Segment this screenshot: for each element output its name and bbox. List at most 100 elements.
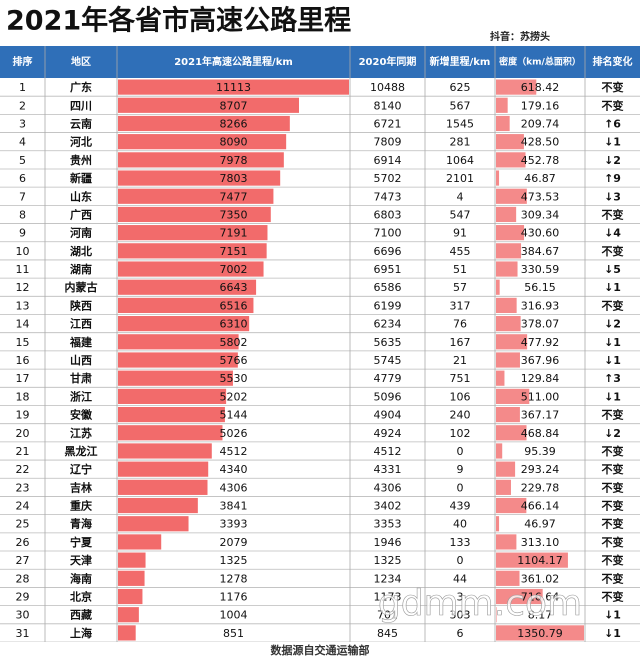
cell: 1064 <box>446 154 474 167</box>
cell: 湖北 <box>70 244 92 258</box>
bar <box>118 261 264 277</box>
cell: 133 <box>450 536 471 549</box>
cell: 不变 <box>602 571 624 585</box>
cell: 6 <box>19 172 26 185</box>
density-bar <box>496 588 543 605</box>
cell: 547 <box>450 208 471 221</box>
cell: ↑3 <box>604 372 621 385</box>
cell: 4924 <box>374 427 402 440</box>
cell: 24 <box>16 500 30 513</box>
cell: ↓1 <box>604 136 621 149</box>
cell: 455 <box>450 245 471 258</box>
header-row <box>0 46 640 78</box>
cell: ↓2 <box>604 154 621 167</box>
cell: 5745 <box>374 354 402 367</box>
density-bar <box>496 352 520 368</box>
cell: 甘肃 <box>70 371 92 385</box>
cell: 40 <box>453 518 467 531</box>
cell: 466.14 <box>521 500 560 513</box>
cell: 7100 <box>374 227 402 240</box>
bar <box>118 552 146 568</box>
cell: 845 <box>377 627 398 640</box>
cell: 不变 <box>602 480 624 494</box>
cell: 625 <box>450 81 471 94</box>
column-header: 排序 <box>13 55 33 68</box>
density-bar <box>496 152 526 168</box>
cell: 1004 <box>220 609 248 622</box>
cell: 7803 <box>220 172 248 185</box>
cell: 不变 <box>602 408 624 422</box>
cell: 31 <box>16 627 30 640</box>
cell: 5766 <box>220 354 248 367</box>
cell: 安徽 <box>70 408 93 422</box>
density-bar <box>496 479 511 495</box>
cell: 6951 <box>374 263 402 276</box>
cell: 8.17 <box>528 609 553 622</box>
cell: 不变 <box>602 244 624 258</box>
cell: 10488 <box>370 81 405 94</box>
cell: 青海 <box>70 517 92 531</box>
bar <box>118 188 274 204</box>
cell: 3402 <box>374 500 402 513</box>
cell: 3 <box>19 117 26 130</box>
cell: 8090 <box>220 136 248 149</box>
density-bar <box>496 461 516 477</box>
cell: 13 <box>16 299 30 312</box>
cell: 209.74 <box>521 117 560 130</box>
cell: ↓4 <box>604 227 621 240</box>
cell: 3353 <box>374 518 402 531</box>
bar <box>118 625 136 641</box>
cell: 316.93 <box>521 299 560 312</box>
column-header: 2021年高速公路里程/km <box>174 55 293 68</box>
cell: 不变 <box>602 535 624 549</box>
column-header: 密度（km/总面积） <box>498 56 581 68</box>
cell: 452.78 <box>521 154 560 167</box>
cell: 29 <box>16 591 30 604</box>
density-bar <box>496 297 517 314</box>
density-bar <box>496 134 524 150</box>
cell: 8 <box>19 208 26 221</box>
cell: 不变 <box>602 444 624 458</box>
cell: 5635 <box>374 336 402 349</box>
cell: 7 <box>19 190 26 203</box>
cell: 76 <box>453 318 467 331</box>
cell: 361.02 <box>521 572 560 585</box>
cell: 天津 <box>70 553 92 567</box>
cell: 12 <box>16 281 30 294</box>
cell: 4904 <box>374 409 402 422</box>
cell: 西藏 <box>70 608 92 622</box>
cell: 福建 <box>69 335 93 349</box>
cell: 6199 <box>374 299 402 312</box>
cell: 46.97 <box>524 518 556 531</box>
cell: 1176 <box>220 591 248 604</box>
cell: 21 <box>453 354 467 367</box>
bar <box>118 334 239 350</box>
cell: 陕西 <box>70 298 92 312</box>
cell: 4331 <box>374 463 402 476</box>
density-bar <box>496 279 500 295</box>
cell: 2101 <box>446 172 474 185</box>
cell: 367.96 <box>521 354 560 367</box>
bar <box>118 406 225 423</box>
cell: 378.07 <box>521 318 560 331</box>
source: 数据源自交通运输部 <box>271 643 370 657</box>
density-bar <box>496 388 530 404</box>
cell: ↑6 <box>604 117 621 130</box>
cell: 海南 <box>70 571 92 585</box>
cell: 宁夏 <box>70 535 93 549</box>
cell: 上海 <box>70 626 92 640</box>
cell: 6234 <box>374 318 402 331</box>
density-bar <box>496 497 527 514</box>
cell: 1545 <box>446 117 474 130</box>
watermark: gdmm.com <box>378 583 582 624</box>
cell: 6643 <box>220 281 248 294</box>
cell: 不变 <box>602 553 624 567</box>
cell: 5096 <box>374 390 402 403</box>
cell: ↓1 <box>604 336 621 349</box>
bar <box>118 607 139 623</box>
cell: 5702 <box>374 172 402 185</box>
cell: 17 <box>16 372 30 385</box>
cell: 7151 <box>220 245 248 258</box>
cell: 广西 <box>70 207 92 221</box>
